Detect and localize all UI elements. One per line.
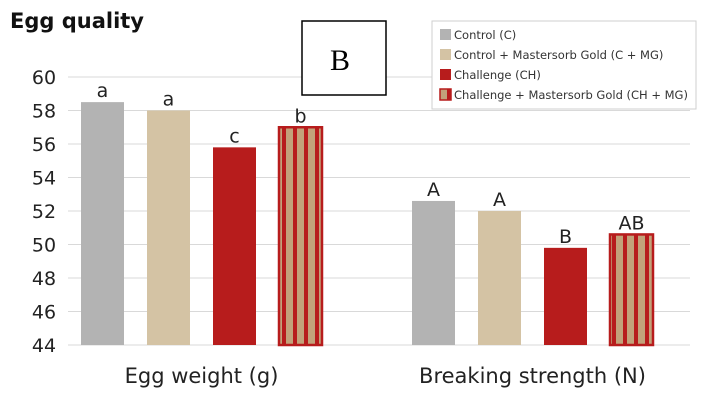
category-labels: Egg weight (g) Breaking strength (N) (125, 364, 646, 388)
y-tick-label: 56 (32, 134, 56, 156)
significance-label: AB (618, 212, 644, 234)
bar (81, 102, 124, 345)
significance-label: b (294, 105, 306, 127)
significance-label: a (97, 80, 109, 102)
y-tick-label: 48 (32, 268, 56, 290)
legend-swatch (440, 29, 451, 40)
bar (544, 247, 587, 345)
y-tick-label: 44 (32, 335, 56, 357)
bar (147, 110, 190, 345)
y-tick-label: 46 (32, 302, 56, 324)
panel-label-box: B (301, 20, 387, 96)
bar (608, 233, 655, 347)
significance-label: A (493, 189, 506, 211)
bar (478, 211, 521, 345)
significance-label: a (163, 89, 175, 111)
y-tick-label: 52 (32, 201, 56, 223)
bar (213, 147, 256, 345)
category-label: Breaking strength (N) (419, 364, 646, 388)
category-label: Egg weight (g) (125, 364, 279, 388)
y-tick-label: 60 (32, 67, 56, 89)
legend-label: Challenge (CH) (454, 68, 541, 82)
significance-label: B (559, 226, 572, 248)
panel-label: B (330, 44, 350, 77)
legend-swatch (440, 49, 451, 60)
legend-label: Challenge + Mastersorb Gold (CH + MG) (454, 88, 688, 102)
y-axis-ticks: 44 46 48 50 52 54 56 58 60 (32, 67, 56, 357)
legend-label: Control (C) (454, 28, 516, 42)
bars (81, 102, 655, 347)
bar (277, 126, 324, 347)
y-tick-label: 58 (32, 101, 56, 123)
chart-title: Egg quality (10, 9, 144, 33)
y-tick-label: 50 (32, 235, 56, 257)
legend-swatch (439, 88, 452, 101)
bar (412, 200, 455, 345)
legend-swatch (440, 69, 451, 80)
significance-label: c (229, 125, 239, 147)
legend-label: Control + Mastersorb Gold (C + MG) (454, 48, 663, 62)
legend: Control (C) Control + Mastersorb Gold (C … (431, 20, 697, 110)
significance-label: A (427, 179, 440, 201)
y-tick-label: 54 (32, 168, 56, 190)
